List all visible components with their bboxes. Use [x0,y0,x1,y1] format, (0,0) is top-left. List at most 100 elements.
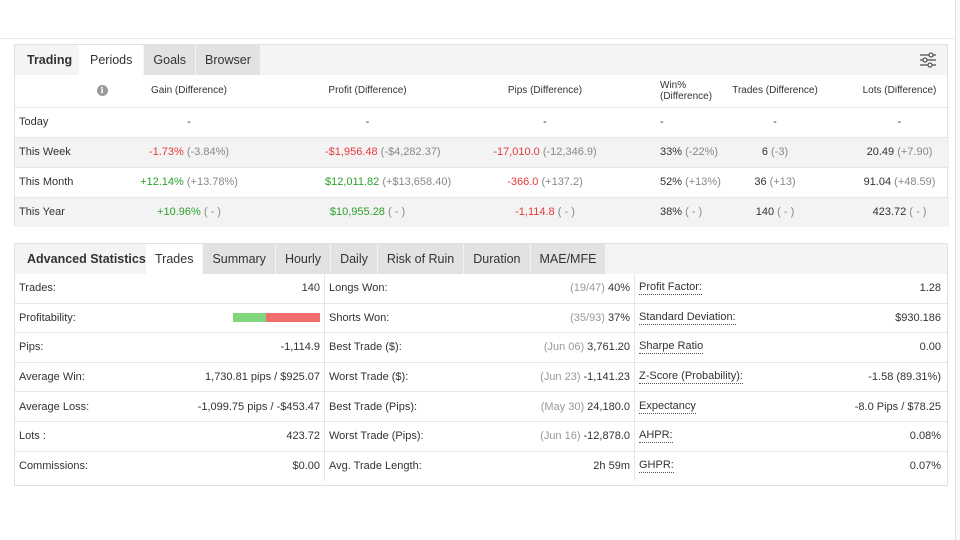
period-cell-trades: 6 (-3) [680,137,850,168]
period-gain-value: +12.14% [140,176,184,188]
stat-label: Lots : [19,430,46,443]
period-cell-pips: -17,010.0 (-12,346.9) [410,137,600,168]
stat-value: 40% [607,282,630,295]
tab-periods[interactable]: Periods [79,45,144,75]
period-gain-value: - [187,116,191,128]
stat-row: Lots : 423.72 [15,422,324,452]
stat-label: Worst Trade (Pips): [329,430,424,443]
tab-risk-of-ruin[interactable]: Risk of Ruin [377,244,464,274]
stat-label: Average Loss: [19,400,90,413]
stat-label-tooltip[interactable]: Sharpe Ratio [639,340,704,355]
stat-row: Worst Trade ($): (Jun 23) -1,141.23 [325,363,634,393]
stat-row: Commissions: $0.00 [15,452,324,482]
page-top-divider [0,38,960,39]
period-win-value: 52% [660,176,683,188]
stat-label: Longs Won: [329,282,388,295]
period-pips-value: -17,010.0 [493,146,540,158]
stat-label: Worst Trade ($): [329,371,409,384]
period-cell-win: 52% (+13%) [600,167,721,198]
period-win-difference: (+13%) [685,176,721,188]
stat-label-tooltip[interactable]: AHPR: [639,429,673,444]
col-profit[interactable]: Profit (Difference) [265,75,410,108]
period-trades-difference: ( - ) [777,206,795,219]
period-profit-difference: (-$4,282.37) [380,146,441,158]
period-label: This Month [15,167,85,198]
stat-row: Pips: -1,114.9 [15,333,324,363]
col-lots[interactable]: Lots (Difference) [850,75,949,108]
period-lots-difference: ( - ) [909,206,927,219]
period-row: This Month +12.14% (+13.78%) $12,011.82 (+… [15,167,949,198]
stat-value: -1,141.23 [583,371,630,384]
tab-goals[interactable]: Goals [144,45,196,75]
period-win-value: 33% [660,146,683,158]
col-trades[interactable]: Trades (Difference) [680,75,850,108]
stat-value: 140 [301,282,320,295]
period-profit-value: -$1,956.48 [325,146,378,158]
stat-value-group: (Jun 06) 3,761.20 [544,341,630,353]
stats-tabbar: Advanced Statistics Trades Summary Hourl… [15,244,947,274]
profitability-win-segment [233,313,267,323]
period-lots-value: 423.72 [872,206,907,219]
period-pips-value: - [543,116,547,128]
stat-detail: (Jun 06) [543,341,585,354]
tab-trading: Trading [27,53,73,67]
period-lots-difference: (+48.59) [894,176,936,188]
stat-value-group: (35/93) 37% [570,312,630,324]
tab-browser[interactable]: Browser [196,45,260,75]
period-pips-value: -366.0 [507,176,539,188]
sliders-icon[interactable] [919,51,937,69]
period-label: Today [15,107,85,138]
tab-hourly[interactable]: Hourly [275,244,331,274]
period-trades-value: 36 [754,176,767,188]
period-cell-lots: 20.49 (+7.90) [850,137,949,168]
period-cell-profit: -$1,956.48 (-$4,282.37) [265,137,441,168]
period-gain-difference: (+13.78%) [186,176,238,188]
stat-value: $930.186 [895,311,941,324]
tab-trades[interactable]: Trades [146,244,203,274]
period-cell-trades: 36 (+13) [680,167,850,198]
stat-row: GHPR: 0.07% [635,452,947,482]
page-top-strip [0,0,960,40]
stat-label: Pips: [19,341,44,354]
period-lots-difference: (+7.90) [897,146,933,158]
stat-value: 1,730.81 pips / $925.07 [205,371,320,384]
stat-label: Profitability: [19,311,76,324]
stat-label-tooltip[interactable]: Expectancy [639,399,696,414]
stat-label-tooltip[interactable]: Z-Score (Probability): [639,370,743,385]
period-cell-trades: 140 ( - ) [680,197,850,227]
periods-panel: Trading Periods Goals Browser i Gain (Di… [14,44,949,227]
tab-duration[interactable]: Duration [464,244,530,274]
tab-advanced-statistics: Advanced Statistics [27,252,146,266]
stat-value: -8.0 Pips / $78.25 [854,400,941,413]
period-label: This Year [15,197,85,227]
stat-row: Profitability: [15,304,324,334]
period-cell-win: 33% (-22%) [600,137,718,168]
tab-summary[interactable]: Summary [203,244,275,274]
period-pips-difference: (-12,346.9) [542,146,597,158]
period-trades-value: 6 [761,146,768,158]
period-pips-difference: (+137.2) [541,176,583,188]
period-win-difference: ( - ) [685,206,703,219]
stat-label: Best Trade ($): [329,341,402,354]
col-pips[interactable]: Pips (Difference) [410,75,600,108]
stat-label-tooltip[interactable]: Profit Factor: [639,281,702,296]
stat-label: Commissions: [19,460,89,473]
page-right-edge [955,0,960,540]
stat-detail: (35/93) [570,311,605,324]
tab-daily[interactable]: Daily [331,244,377,274]
period-cell-pips: - [410,107,600,138]
stat-row: Standard Deviation: $930.186 [635,304,947,334]
stat-label-tooltip[interactable]: GHPR: [639,459,674,474]
stats-column-2: Longs Won: (19/47) 40% Shorts Won: (35/93) 37… [325,274,635,482]
stat-value: 0.00 [919,341,941,354]
stat-label-tooltip[interactable]: Standard Deviation: [639,310,736,325]
tab-mae-mfe[interactable]: MAE/MFE [530,244,606,274]
stat-row: Best Trade (Pips): (May 30) 24,180.0 [325,392,634,422]
col-win[interactable]: Win% (Difference) [600,75,712,108]
info-icon[interactable]: i [96,85,108,97]
stat-value-group: 2h 59m [593,460,630,472]
stat-value: -1,099.75 pips / -$453.47 [197,400,320,413]
period-label: This Week [15,137,85,168]
col-gain[interactable]: Gain (Difference) [85,75,265,108]
period-gain-value: +10.96% [157,206,201,219]
